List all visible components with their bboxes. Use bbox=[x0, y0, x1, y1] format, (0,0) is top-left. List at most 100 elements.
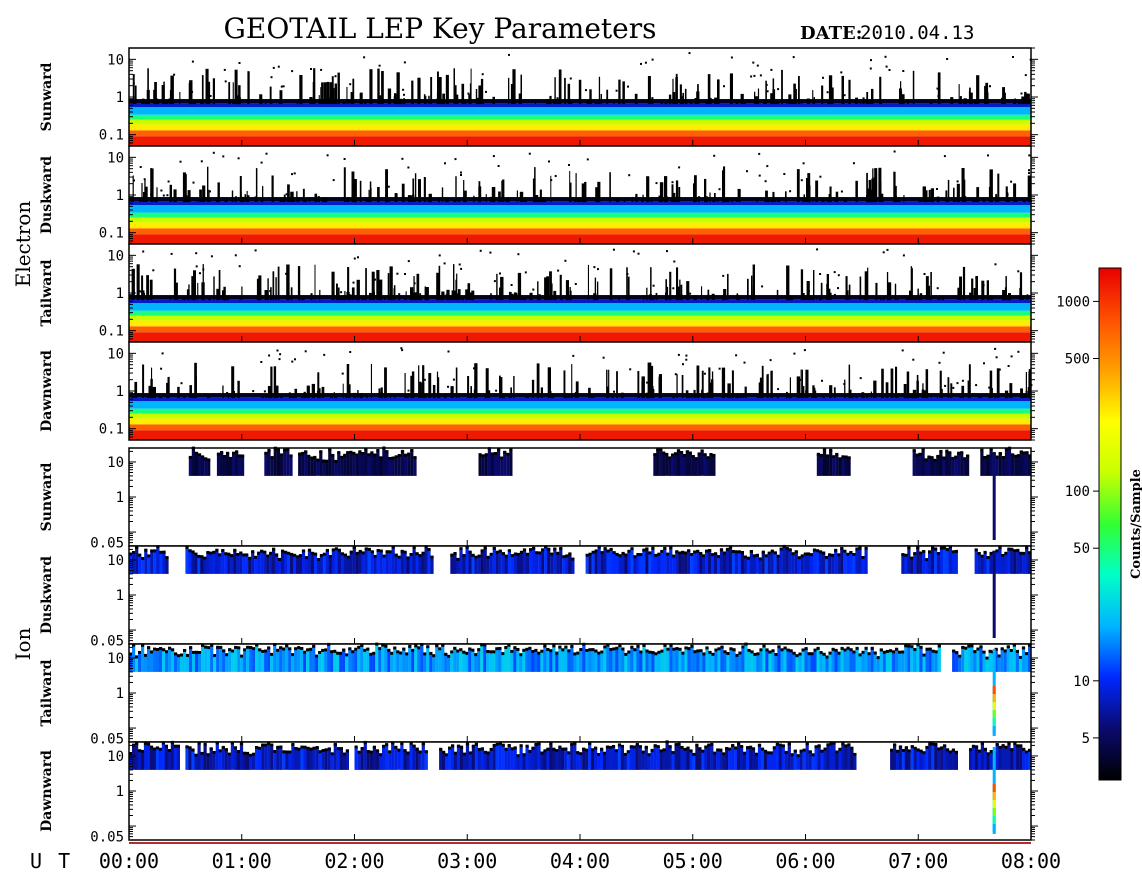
ion-flux-edge bbox=[737, 550, 741, 554]
ion-flux-edge bbox=[230, 741, 234, 745]
ion-flux-edge bbox=[582, 747, 586, 751]
burst-mark bbox=[404, 297, 407, 300]
ion-flux-column bbox=[285, 751, 289, 770]
ion-flux-edge bbox=[203, 556, 207, 560]
ion-flux-edge bbox=[794, 550, 798, 554]
burst-mark bbox=[882, 296, 885, 301]
ion-flux-column bbox=[504, 748, 508, 770]
ion-flux-edge bbox=[519, 653, 523, 657]
ion-flux-column bbox=[957, 452, 961, 476]
ion-flux-column bbox=[156, 546, 160, 574]
ion-flux-column bbox=[372, 746, 376, 770]
spectral-band bbox=[129, 201, 1031, 206]
count-dot bbox=[357, 256, 359, 259]
ion-flux-column bbox=[822, 449, 827, 476]
ytick-label: 10 bbox=[107, 248, 124, 264]
burst-mark bbox=[584, 181, 587, 203]
burst-mark bbox=[296, 191, 298, 203]
ion-flux-edge bbox=[723, 650, 727, 654]
ion-flux-column bbox=[579, 753, 583, 770]
burst-mark bbox=[563, 394, 566, 399]
ion-flux-edge bbox=[333, 742, 337, 746]
ion-flux-column bbox=[570, 743, 574, 770]
ion-flux-edge bbox=[606, 643, 610, 647]
ion-flux-edge bbox=[361, 551, 365, 555]
ion-flux-column bbox=[197, 454, 202, 476]
burst-mark bbox=[368, 189, 370, 203]
ion-flux-column bbox=[662, 749, 666, 770]
ion-flux-column bbox=[904, 645, 908, 672]
burst-mark bbox=[928, 189, 931, 202]
ion-flux-edge bbox=[248, 556, 252, 560]
count-dot bbox=[291, 360, 294, 363]
burst-mark bbox=[786, 295, 788, 300]
count-dot bbox=[150, 193, 153, 196]
ion-flux-edge bbox=[720, 645, 724, 649]
burst-mark bbox=[957, 287, 960, 300]
ion-flux-edge bbox=[697, 452, 701, 456]
burst-mark bbox=[298, 197, 300, 203]
ion-flux-edge bbox=[678, 551, 682, 555]
ion-flux-edge bbox=[465, 651, 469, 655]
ion-flux-column bbox=[552, 748, 556, 770]
ion-flux-column bbox=[672, 648, 676, 672]
ion-flux-column bbox=[600, 651, 604, 672]
ion-flux-edge bbox=[1015, 649, 1019, 653]
ion-flux-edge bbox=[555, 749, 559, 753]
ion-flux-edge bbox=[937, 747, 941, 751]
ion-flux-column bbox=[692, 753, 696, 770]
ion-flux-edge bbox=[394, 745, 398, 749]
ion-flux-edge bbox=[910, 556, 914, 560]
ion-flux-edge bbox=[319, 450, 323, 454]
ion-flux-edge bbox=[309, 647, 313, 651]
count-dot bbox=[447, 385, 449, 388]
ion-spike-segment bbox=[992, 710, 996, 718]
ion-flux-column bbox=[369, 751, 373, 770]
ion-flux-edge bbox=[890, 748, 894, 752]
ion-flux-edge bbox=[791, 552, 795, 556]
burst-mark bbox=[926, 394, 929, 399]
burst-mark bbox=[727, 383, 731, 399]
ion-flux-edge bbox=[379, 456, 383, 460]
ion-flux-column bbox=[143, 742, 148, 770]
spectral-band bbox=[129, 408, 1031, 414]
spectral-band bbox=[129, 315, 1031, 321]
ion-flux-column bbox=[737, 551, 741, 574]
ion-flux-column bbox=[303, 746, 307, 770]
ion-flux-edge bbox=[683, 747, 687, 751]
count-dot bbox=[613, 390, 615, 393]
ion-flux-edge bbox=[772, 746, 776, 750]
ion-flux-edge bbox=[916, 748, 920, 752]
ion-flux-column bbox=[901, 554, 905, 574]
ion-flux-column bbox=[620, 745, 624, 770]
ion-flux-column bbox=[147, 555, 151, 574]
ion-flux-edge bbox=[186, 653, 190, 657]
ion-flux-edge bbox=[714, 552, 718, 556]
burst-mark bbox=[863, 295, 866, 301]
burst-mark bbox=[690, 396, 693, 398]
burst-mark bbox=[788, 295, 792, 301]
ion-flux-column bbox=[270, 744, 274, 770]
burst-mark bbox=[874, 168, 878, 202]
burst-mark bbox=[132, 175, 134, 203]
ion-flux-edge bbox=[276, 745, 280, 749]
ion-flux-edge bbox=[167, 749, 171, 752]
ion-flux-edge bbox=[973, 650, 977, 654]
ion-flux-edge bbox=[997, 654, 1001, 658]
burst-mark bbox=[553, 101, 555, 104]
ion-flux-edge bbox=[823, 747, 827, 751]
ion-flux-column bbox=[266, 555, 270, 574]
count-dot bbox=[395, 93, 398, 96]
ion-flux-edge bbox=[549, 649, 553, 653]
ion-flux-column bbox=[189, 647, 193, 672]
ion-flux-edge bbox=[522, 648, 526, 652]
burst-mark bbox=[936, 196, 940, 203]
ion-flux-edge bbox=[930, 456, 934, 460]
ion-flux-column bbox=[224, 749, 228, 770]
ion-flux-edge bbox=[834, 648, 838, 652]
ion-flux-edge bbox=[293, 553, 297, 557]
ion-flux-column bbox=[701, 750, 705, 770]
ion-flux-edge bbox=[684, 551, 688, 555]
ion-flux-column bbox=[245, 554, 249, 574]
